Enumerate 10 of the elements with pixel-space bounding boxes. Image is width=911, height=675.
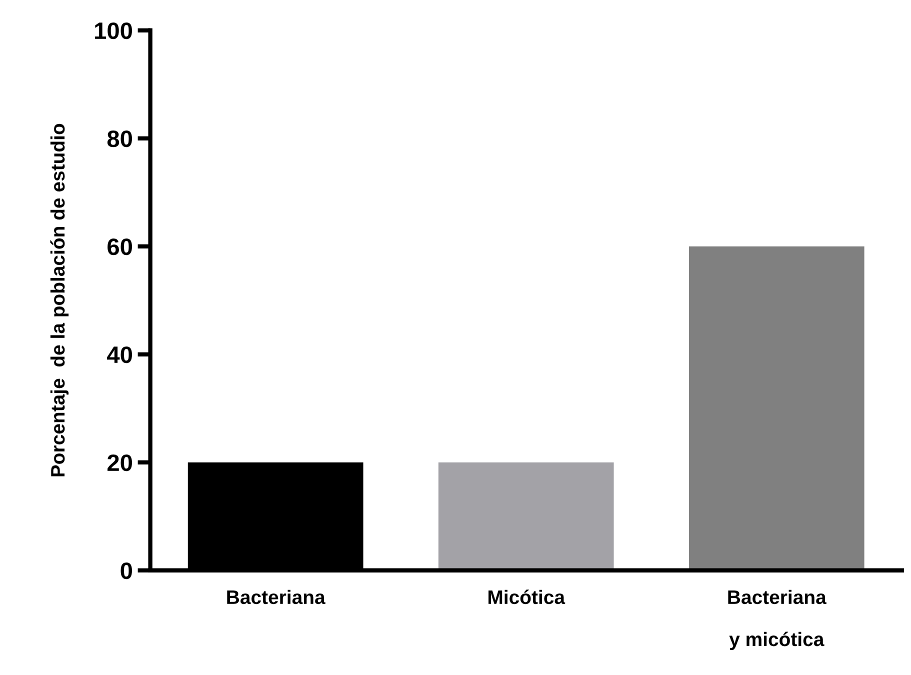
y-tick-label: 60 (108, 238, 132, 256)
category-label: Bacteriana y micótica (728, 590, 826, 650)
y-tick-label: 40 (107, 346, 132, 364)
x-tick-label: Micótica (488, 590, 566, 604)
y-tick-label: 80 (107, 130, 132, 148)
y-axis-title: Porcentaje de la población de estudio (50, 124, 69, 476)
y-tick-label: 100 (95, 22, 132, 40)
y-tick-label: 20 (108, 454, 132, 472)
y-tick-label: 0 (120, 562, 132, 580)
x-tick-label: Bacteriana (227, 590, 326, 604)
